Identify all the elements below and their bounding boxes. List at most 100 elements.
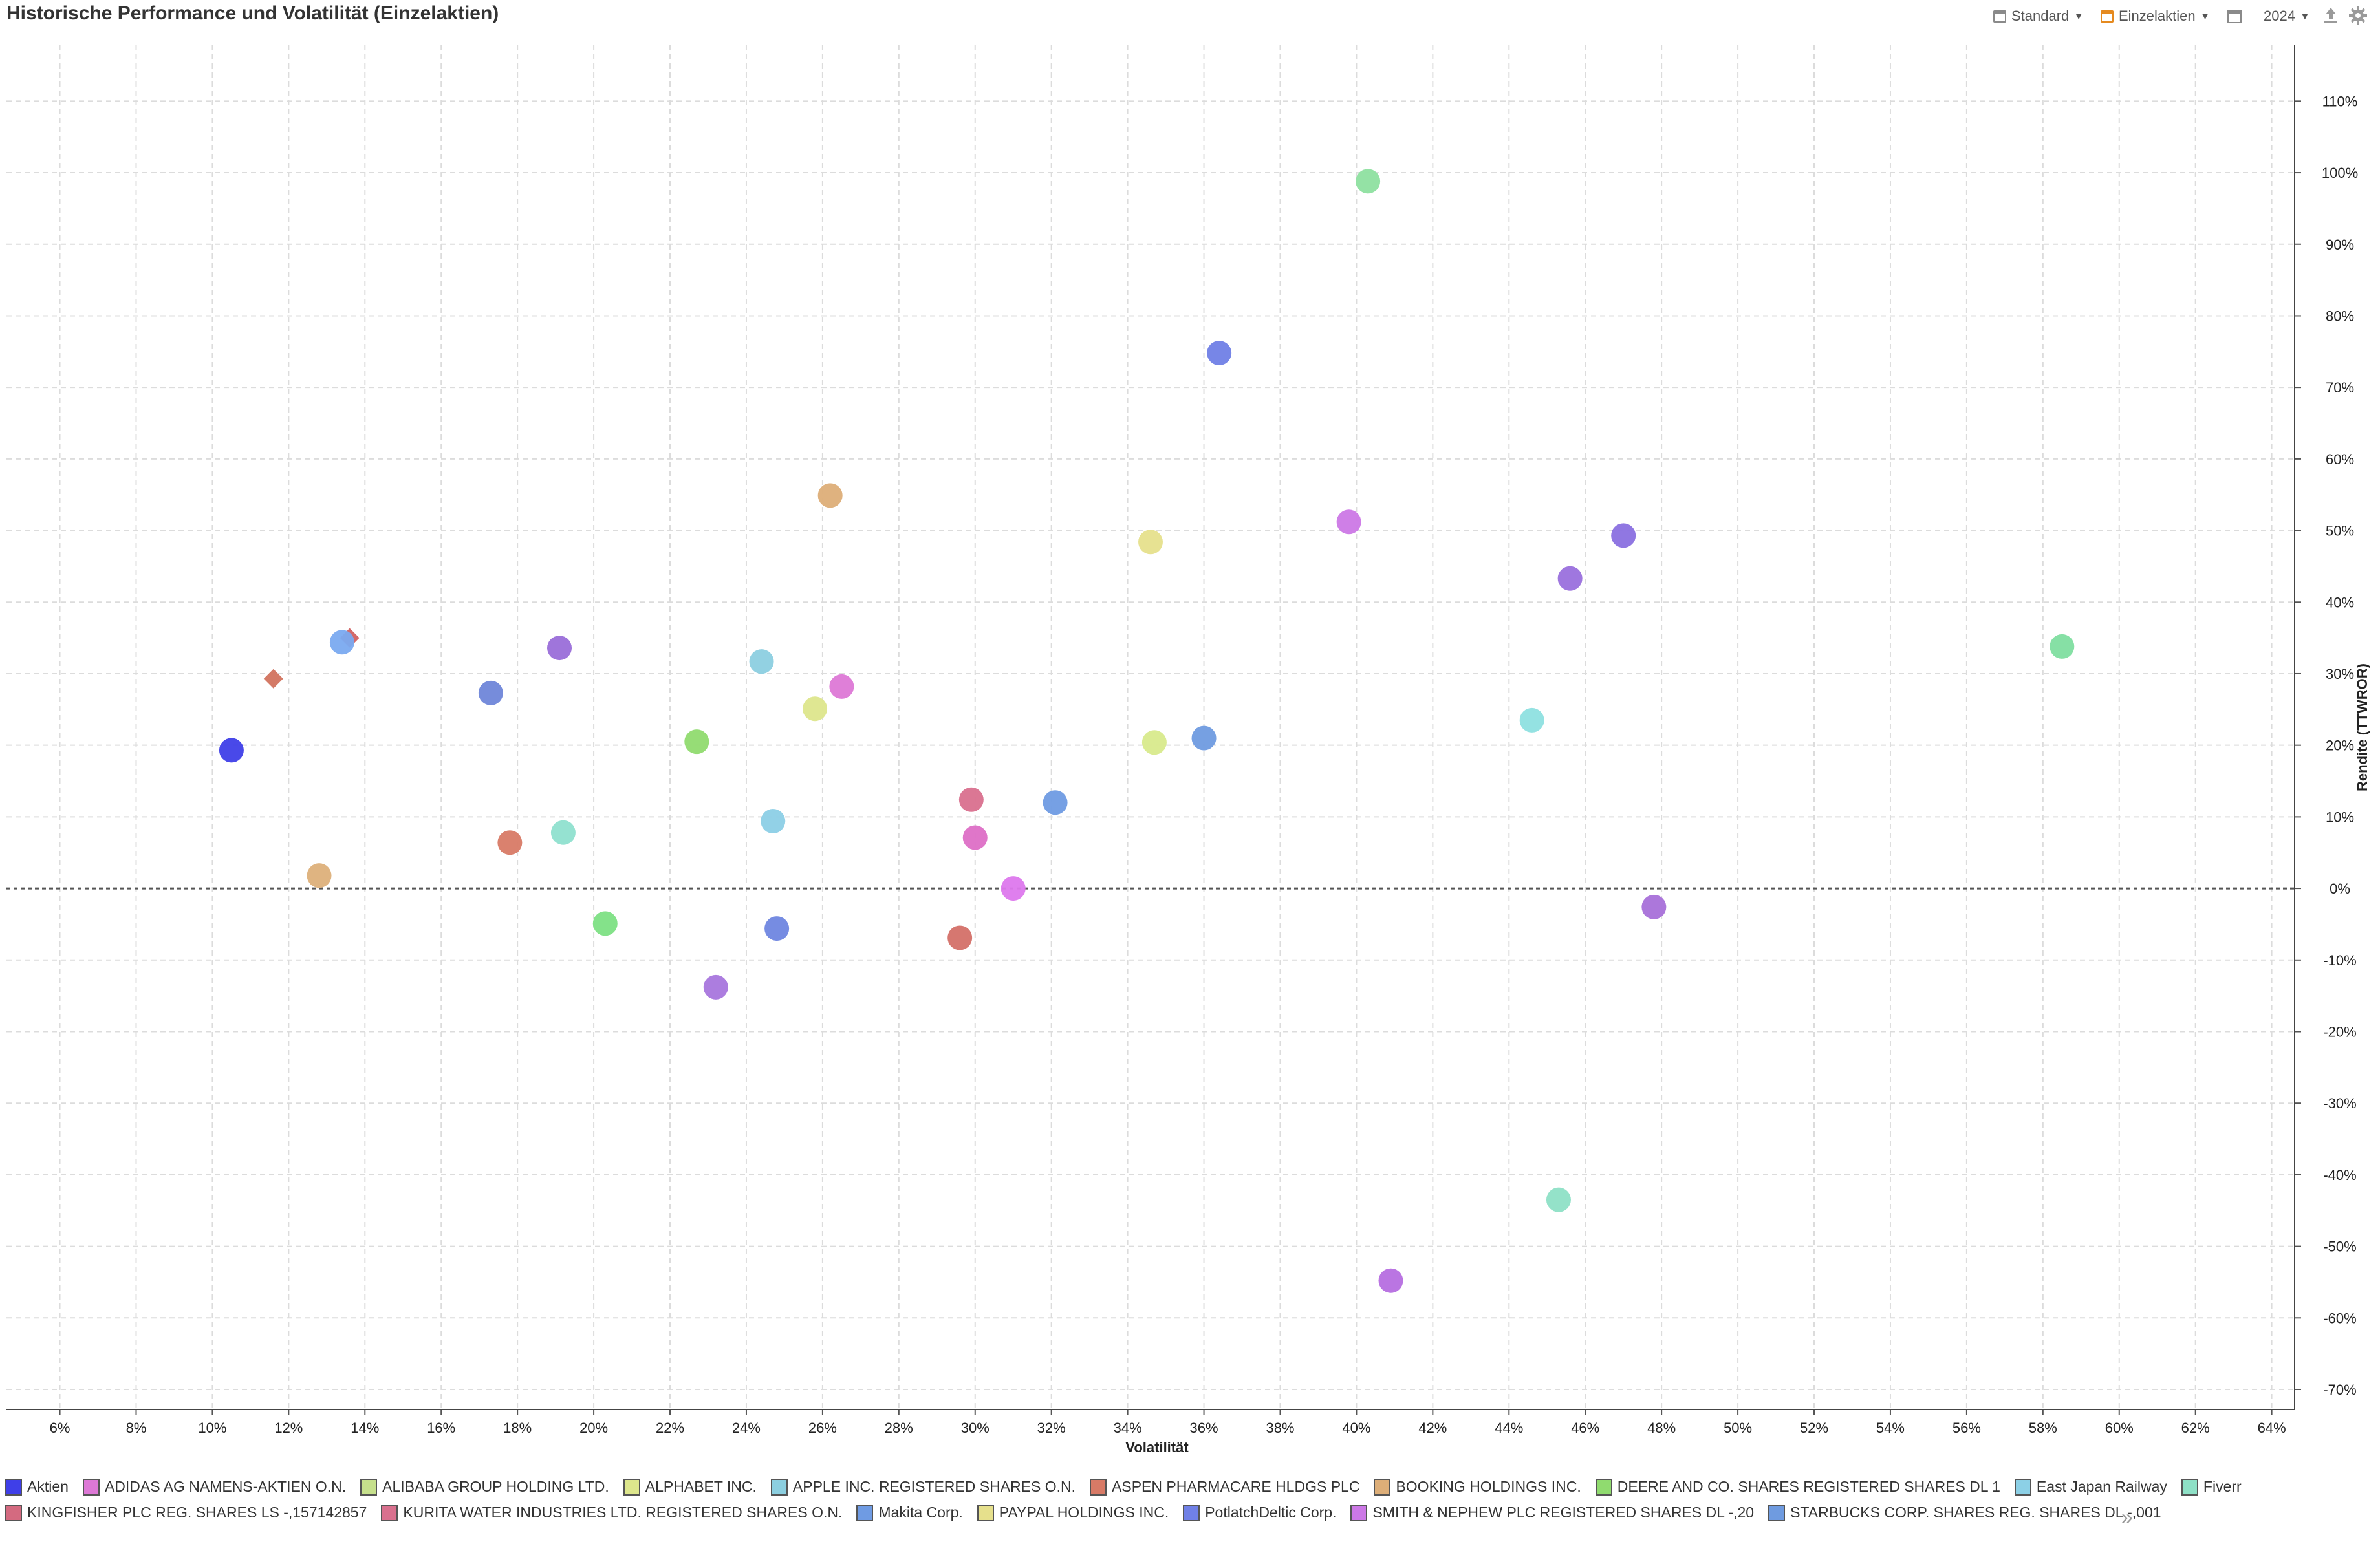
- legend-label: KINGFISHER PLC REG. SHARES LS -,15714285…: [27, 1504, 367, 1521]
- chart-title: Historische Performance und Volatilität …: [6, 3, 499, 24]
- y-tick-label: 70%: [2326, 380, 2354, 396]
- legend-label: Makita Corp.: [878, 1504, 963, 1521]
- y-tick-label: 80%: [2326, 308, 2354, 324]
- legend-swatch: [360, 1478, 378, 1496]
- legend-item[interactable]: BOOKING HOLDINGS INC.: [1374, 1478, 1581, 1496]
- legend-label: STARBUCKS CORP. SHARES REG. SHARES DL -,…: [1790, 1504, 2161, 1521]
- calendar-icon: [1993, 10, 2006, 23]
- x-tick-label: 30%: [961, 1420, 990, 1436]
- x-tick-label: 6%: [50, 1420, 70, 1436]
- legend-item[interactable]: KINGFISHER PLC REG. SHARES LS -,15714285…: [5, 1504, 367, 1521]
- x-tick-label: 20%: [579, 1420, 608, 1436]
- export-icon[interactable]: [2320, 5, 2341, 26]
- x-tick-label: 16%: [427, 1420, 455, 1436]
- data-point: [703, 974, 728, 1000]
- legend-item[interactable]: SMITH & NEPHEW PLC REGISTERED SHARES DL …: [1350, 1504, 1754, 1521]
- x-tick-label: 56%: [1953, 1420, 1981, 1436]
- x-tick-label: 50%: [1724, 1420, 1752, 1436]
- data-point: [1641, 894, 1667, 919]
- year-dropdown[interactable]: 2024 ▼: [2264, 6, 2310, 26]
- x-tick-label: 18%: [503, 1420, 532, 1436]
- x-tick-label: 38%: [1266, 1420, 1294, 1436]
- data-point: [1557, 566, 1583, 591]
- legend-swatch: [1374, 1478, 1391, 1496]
- data-point: [684, 729, 709, 755]
- chevron-down-icon: ▼: [2200, 11, 2210, 21]
- legend-item[interactable]: ADIDAS AG NAMENS-AKTIEN O.N.: [82, 1478, 346, 1496]
- data-point: [1611, 523, 1636, 548]
- data-point: [1207, 341, 1232, 366]
- y-tick-label: 0%: [2330, 881, 2350, 897]
- year-label: 2024: [2264, 8, 2295, 24]
- legend-item[interactable]: PotlatchDeltic Corp.: [1183, 1504, 1336, 1521]
- legend-item[interactable]: Fiverr: [2181, 1478, 2242, 1496]
- view-standard-dropdown[interactable]: Standard ▼: [1993, 6, 2083, 26]
- data-point: [817, 483, 843, 508]
- x-tick-label: 10%: [198, 1420, 226, 1436]
- legend-item[interactable]: ASPEN PHARMACARE HLDGS PLC: [1090, 1478, 1359, 1496]
- header: Historische Performance und Volatilität …: [0, 0, 2380, 38]
- legend-label: PAYPAL HOLDINGS INC.: [999, 1504, 1169, 1521]
- legend-swatch: [1595, 1478, 1612, 1496]
- y-tick-label: 90%: [2326, 237, 2354, 253]
- y-tick-label: -60%: [2323, 1310, 2356, 1326]
- y-axis-title: Rendite (TTWROR): [2354, 663, 2370, 791]
- x-tick-label: 12%: [274, 1420, 303, 1436]
- y-tick-label: 30%: [2326, 666, 2354, 682]
- data-point: [497, 830, 523, 855]
- legend-row: Aktien ADIDAS AG NAMENS-AKTIEN O.N. ALIBAB…: [5, 1478, 2256, 1504]
- legend-item[interactable]: ALPHABET INC.: [623, 1478, 757, 1496]
- legend-item[interactable]: PAYPAL HOLDINGS INC.: [977, 1504, 1169, 1521]
- y-tick-label: 50%: [2326, 523, 2354, 539]
- legend-label: KURITA WATER INDUSTRIES LTD. REGISTERED …: [403, 1504, 843, 1521]
- gear-icon[interactable]: [2348, 5, 2368, 26]
- legend-item[interactable]: Makita Corp.: [856, 1504, 963, 1521]
- double-chevron-right-icon[interactable]: »: [2121, 1505, 2133, 1528]
- calendar-icon: [2101, 10, 2114, 23]
- legend-swatch: [1768, 1504, 1786, 1521]
- legend-item[interactable]: Aktien: [5, 1478, 69, 1496]
- legend-item[interactable]: ALIBABA GROUP HOLDING LTD.: [360, 1478, 609, 1496]
- data-point: [1191, 725, 1217, 751]
- x-tick-label: 62%: [2181, 1420, 2210, 1436]
- legend-item[interactable]: STARBUCKS CORP. SHARES REG. SHARES DL -,…: [1768, 1504, 2161, 1521]
- y-tick-label: -10%: [2323, 952, 2356, 969]
- legend-swatch: [381, 1504, 398, 1521]
- scatter-chart: 6% 8% 10% 12% 14% 16% 18% 20% 22% 24% 26% 28% 30% 32%…: [6, 45, 2370, 1455]
- legend-label: East Japan Railway: [2036, 1478, 2167, 1495]
- data-point: [958, 787, 984, 812]
- legend-swatch: [977, 1504, 994, 1521]
- legend-label: Fiverr: [2203, 1478, 2242, 1495]
- data-point: [1001, 876, 1026, 901]
- y-tick-label: 100%: [2322, 165, 2358, 181]
- filter-einzelaktien-dropdown[interactable]: Einzelaktien ▼: [2101, 6, 2210, 26]
- data-point: [1138, 530, 1163, 555]
- y-tick-label: -70%: [2323, 1382, 2356, 1398]
- legend-label: PotlatchDeltic Corp.: [1205, 1504, 1337, 1521]
- chevron-down-icon: ▼: [2300, 11, 2310, 21]
- legend-item[interactable]: APPLE INC. REGISTERED SHARES O.N.: [770, 1478, 1076, 1496]
- x-tick-label: 34%: [1114, 1420, 1142, 1436]
- legend-label: DEERE AND CO. SHARES REGISTERED SHARES D…: [1617, 1478, 2000, 1495]
- data-point: [2050, 634, 2075, 659]
- data-point: [550, 820, 576, 845]
- data-point: [329, 630, 354, 655]
- legend: Aktien ADIDAS AG NAMENS-AKTIEN O.N. ALIBAB…: [0, 1468, 2380, 1544]
- legend-swatch: [2014, 1478, 2031, 1496]
- data-point: [478, 680, 503, 705]
- legend-label: Aktien: [27, 1478, 69, 1495]
- legend-item[interactable]: East Japan Railway: [2014, 1478, 2167, 1496]
- legend-swatch: [2181, 1478, 2198, 1496]
- x-tick-label: 22%: [656, 1420, 684, 1436]
- legend-item[interactable]: KURITA WATER INDUSTRIES LTD. REGISTERED …: [381, 1504, 842, 1521]
- view-standard-label: Standard: [2011, 8, 2070, 24]
- x-tick-label: 46%: [1571, 1420, 1599, 1436]
- data-point: [749, 649, 774, 674]
- x-tick-label: 32%: [1037, 1420, 1066, 1436]
- x-tick-label: 60%: [2105, 1420, 2134, 1436]
- data-point: [592, 911, 618, 936]
- data-point: [962, 825, 988, 850]
- calendar-range-icon[interactable]: [2226, 7, 2244, 25]
- legend-item[interactable]: DEERE AND CO. SHARES REGISTERED SHARES D…: [1595, 1478, 2000, 1496]
- y-tick-label: -50%: [2323, 1239, 2356, 1255]
